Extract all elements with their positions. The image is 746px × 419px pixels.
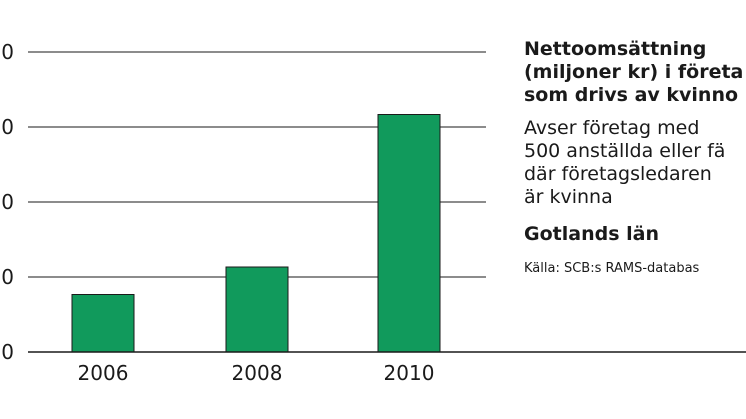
y-tick-labels: 000000000: [0, 40, 14, 364]
bar-2010: [377, 114, 441, 353]
side-title-line: som drivs av kvinno: [524, 84, 739, 106]
side-description: Avser företag med 500 anställda eller fä…: [524, 117, 746, 209]
y-tick-label: 00: [0, 115, 14, 139]
y-tick-label: 00: [0, 40, 14, 64]
y-tick-label: 00: [0, 265, 14, 289]
y-tick-label: 00: [0, 190, 14, 214]
side-title-line: (miljoner kr) i företa: [524, 61, 744, 83]
y-tick-label: 0: [1, 340, 14, 364]
x-tick-labels: 2006 2008 2010: [78, 361, 435, 385]
bar-2008: [225, 266, 289, 353]
side-desc-line: där företagsledaren: [524, 163, 712, 185]
x-tick-label: 2006: [78, 361, 129, 385]
side-desc-line: 500 anställda eller fä: [524, 140, 726, 162]
side-title: Nettoomsättning (miljoner kr) i företa s…: [524, 38, 746, 107]
x-tick-label: 2008: [232, 361, 283, 385]
bars: [71, 114, 441, 353]
source-note: Källa: SCB:s RAMS-databas: [524, 261, 700, 276]
region-label: Gotlands län: [524, 223, 659, 245]
side-desc-line: är kvinna: [524, 186, 613, 208]
x-tick-label: 2010: [384, 361, 435, 385]
side-panel: Nettoomsättning (miljoner kr) i företa s…: [524, 38, 746, 277]
side-title-line: Nettoomsättning: [524, 38, 707, 60]
bar-2006: [71, 294, 135, 353]
side-desc-line: Avser företag med: [524, 117, 700, 139]
